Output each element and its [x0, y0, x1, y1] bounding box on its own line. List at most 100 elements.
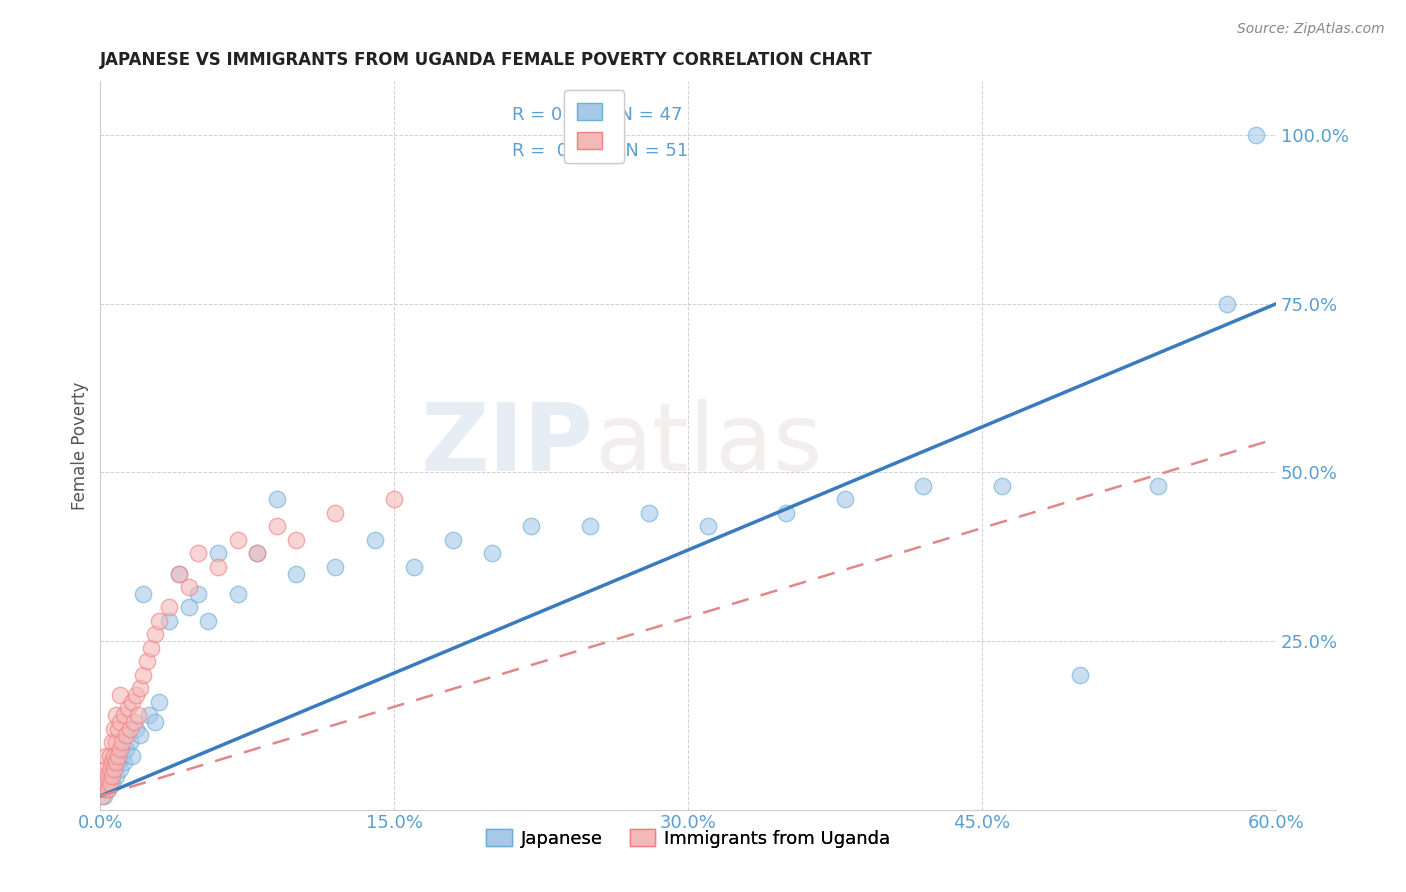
- Point: [246, 546, 269, 560]
- Text: Source: ZipAtlas.com: Source: ZipAtlas.com: [1237, 22, 1385, 37]
- Point: [246, 546, 269, 560]
- Point: [96, 748, 118, 763]
- Point: [97, 782, 120, 797]
- Point: [101, 769, 124, 783]
- Point: [148, 695, 170, 709]
- Point: [382, 492, 405, 507]
- Point: [481, 546, 503, 560]
- Point: [363, 533, 385, 547]
- Point: [157, 614, 180, 628]
- Point: [107, 722, 129, 736]
- Point: [108, 688, 131, 702]
- Point: [122, 714, 145, 729]
- Point: [124, 722, 146, 736]
- Point: [128, 728, 150, 742]
- Point: [157, 600, 180, 615]
- Point: [325, 559, 347, 574]
- Point: [1246, 128, 1268, 143]
- Point: [187, 587, 209, 601]
- Point: [226, 533, 249, 547]
- Text: atlas: atlas: [595, 400, 823, 491]
- Point: [520, 519, 543, 533]
- Point: [105, 756, 128, 770]
- Point: [103, 722, 125, 736]
- Point: [441, 533, 464, 547]
- Point: [103, 762, 125, 776]
- Point: [266, 492, 288, 507]
- Point: [111, 735, 134, 749]
- Point: [226, 587, 249, 601]
- Point: [98, 775, 121, 789]
- Point: [141, 640, 163, 655]
- Point: [197, 614, 219, 628]
- Point: [98, 762, 121, 776]
- Point: [990, 479, 1012, 493]
- Point: [285, 533, 308, 547]
- Text: R = 0.648   N = 47: R = 0.648 N = 47: [512, 106, 682, 124]
- Point: [112, 708, 135, 723]
- Point: [136, 654, 159, 668]
- Point: [93, 769, 115, 783]
- Point: [103, 748, 125, 763]
- Point: [108, 742, 131, 756]
- Point: [402, 559, 425, 574]
- Text: JAPANESE VS IMMIGRANTS FROM UGANDA FEMALE POVERTY CORRELATION CHART: JAPANESE VS IMMIGRANTS FROM UGANDA FEMAL…: [100, 51, 873, 69]
- Point: [834, 492, 856, 507]
- Point: [167, 566, 190, 581]
- Point: [114, 728, 136, 742]
- Point: [138, 708, 160, 723]
- Point: [207, 546, 229, 560]
- Text: ZIP: ZIP: [422, 400, 595, 491]
- Point: [912, 479, 935, 493]
- Point: [775, 506, 797, 520]
- Point: [124, 688, 146, 702]
- Point: [118, 735, 141, 749]
- Point: [128, 681, 150, 695]
- Point: [177, 600, 200, 615]
- Point: [114, 742, 136, 756]
- Point: [97, 782, 120, 797]
- Point: [132, 667, 155, 681]
- Point: [132, 587, 155, 601]
- Point: [96, 775, 118, 789]
- Point: [111, 748, 134, 763]
- Point: [96, 762, 118, 776]
- Point: [285, 566, 308, 581]
- Point: [696, 519, 718, 533]
- Point: [98, 748, 121, 763]
- Point: [325, 506, 347, 520]
- Point: [207, 559, 229, 574]
- Point: [579, 519, 602, 533]
- Point: [127, 708, 149, 723]
- Point: [105, 769, 128, 783]
- Y-axis label: Female Poverty: Female Poverty: [72, 381, 89, 509]
- Point: [93, 782, 115, 797]
- Point: [96, 775, 118, 789]
- Point: [101, 735, 124, 749]
- Point: [93, 789, 115, 803]
- Point: [91, 789, 114, 803]
- Point: [121, 748, 143, 763]
- Point: [1147, 479, 1170, 493]
- Point: [148, 614, 170, 628]
- Point: [638, 506, 661, 520]
- Point: [105, 735, 128, 749]
- Point: [112, 756, 135, 770]
- Legend: Japanese, Immigrants from Uganda: Japanese, Immigrants from Uganda: [479, 822, 897, 855]
- Point: [121, 695, 143, 709]
- Point: [101, 756, 124, 770]
- Point: [187, 546, 209, 560]
- Point: [107, 748, 129, 763]
- Point: [103, 762, 125, 776]
- Point: [107, 756, 129, 770]
- Point: [143, 714, 166, 729]
- Point: [1216, 297, 1239, 311]
- Point: [101, 775, 124, 789]
- Text: R =  0.159   N = 51: R = 0.159 N = 51: [512, 143, 688, 161]
- Point: [117, 701, 139, 715]
- Point: [143, 627, 166, 641]
- Point: [108, 714, 131, 729]
- Point: [118, 722, 141, 736]
- Point: [108, 762, 131, 776]
- Point: [105, 708, 128, 723]
